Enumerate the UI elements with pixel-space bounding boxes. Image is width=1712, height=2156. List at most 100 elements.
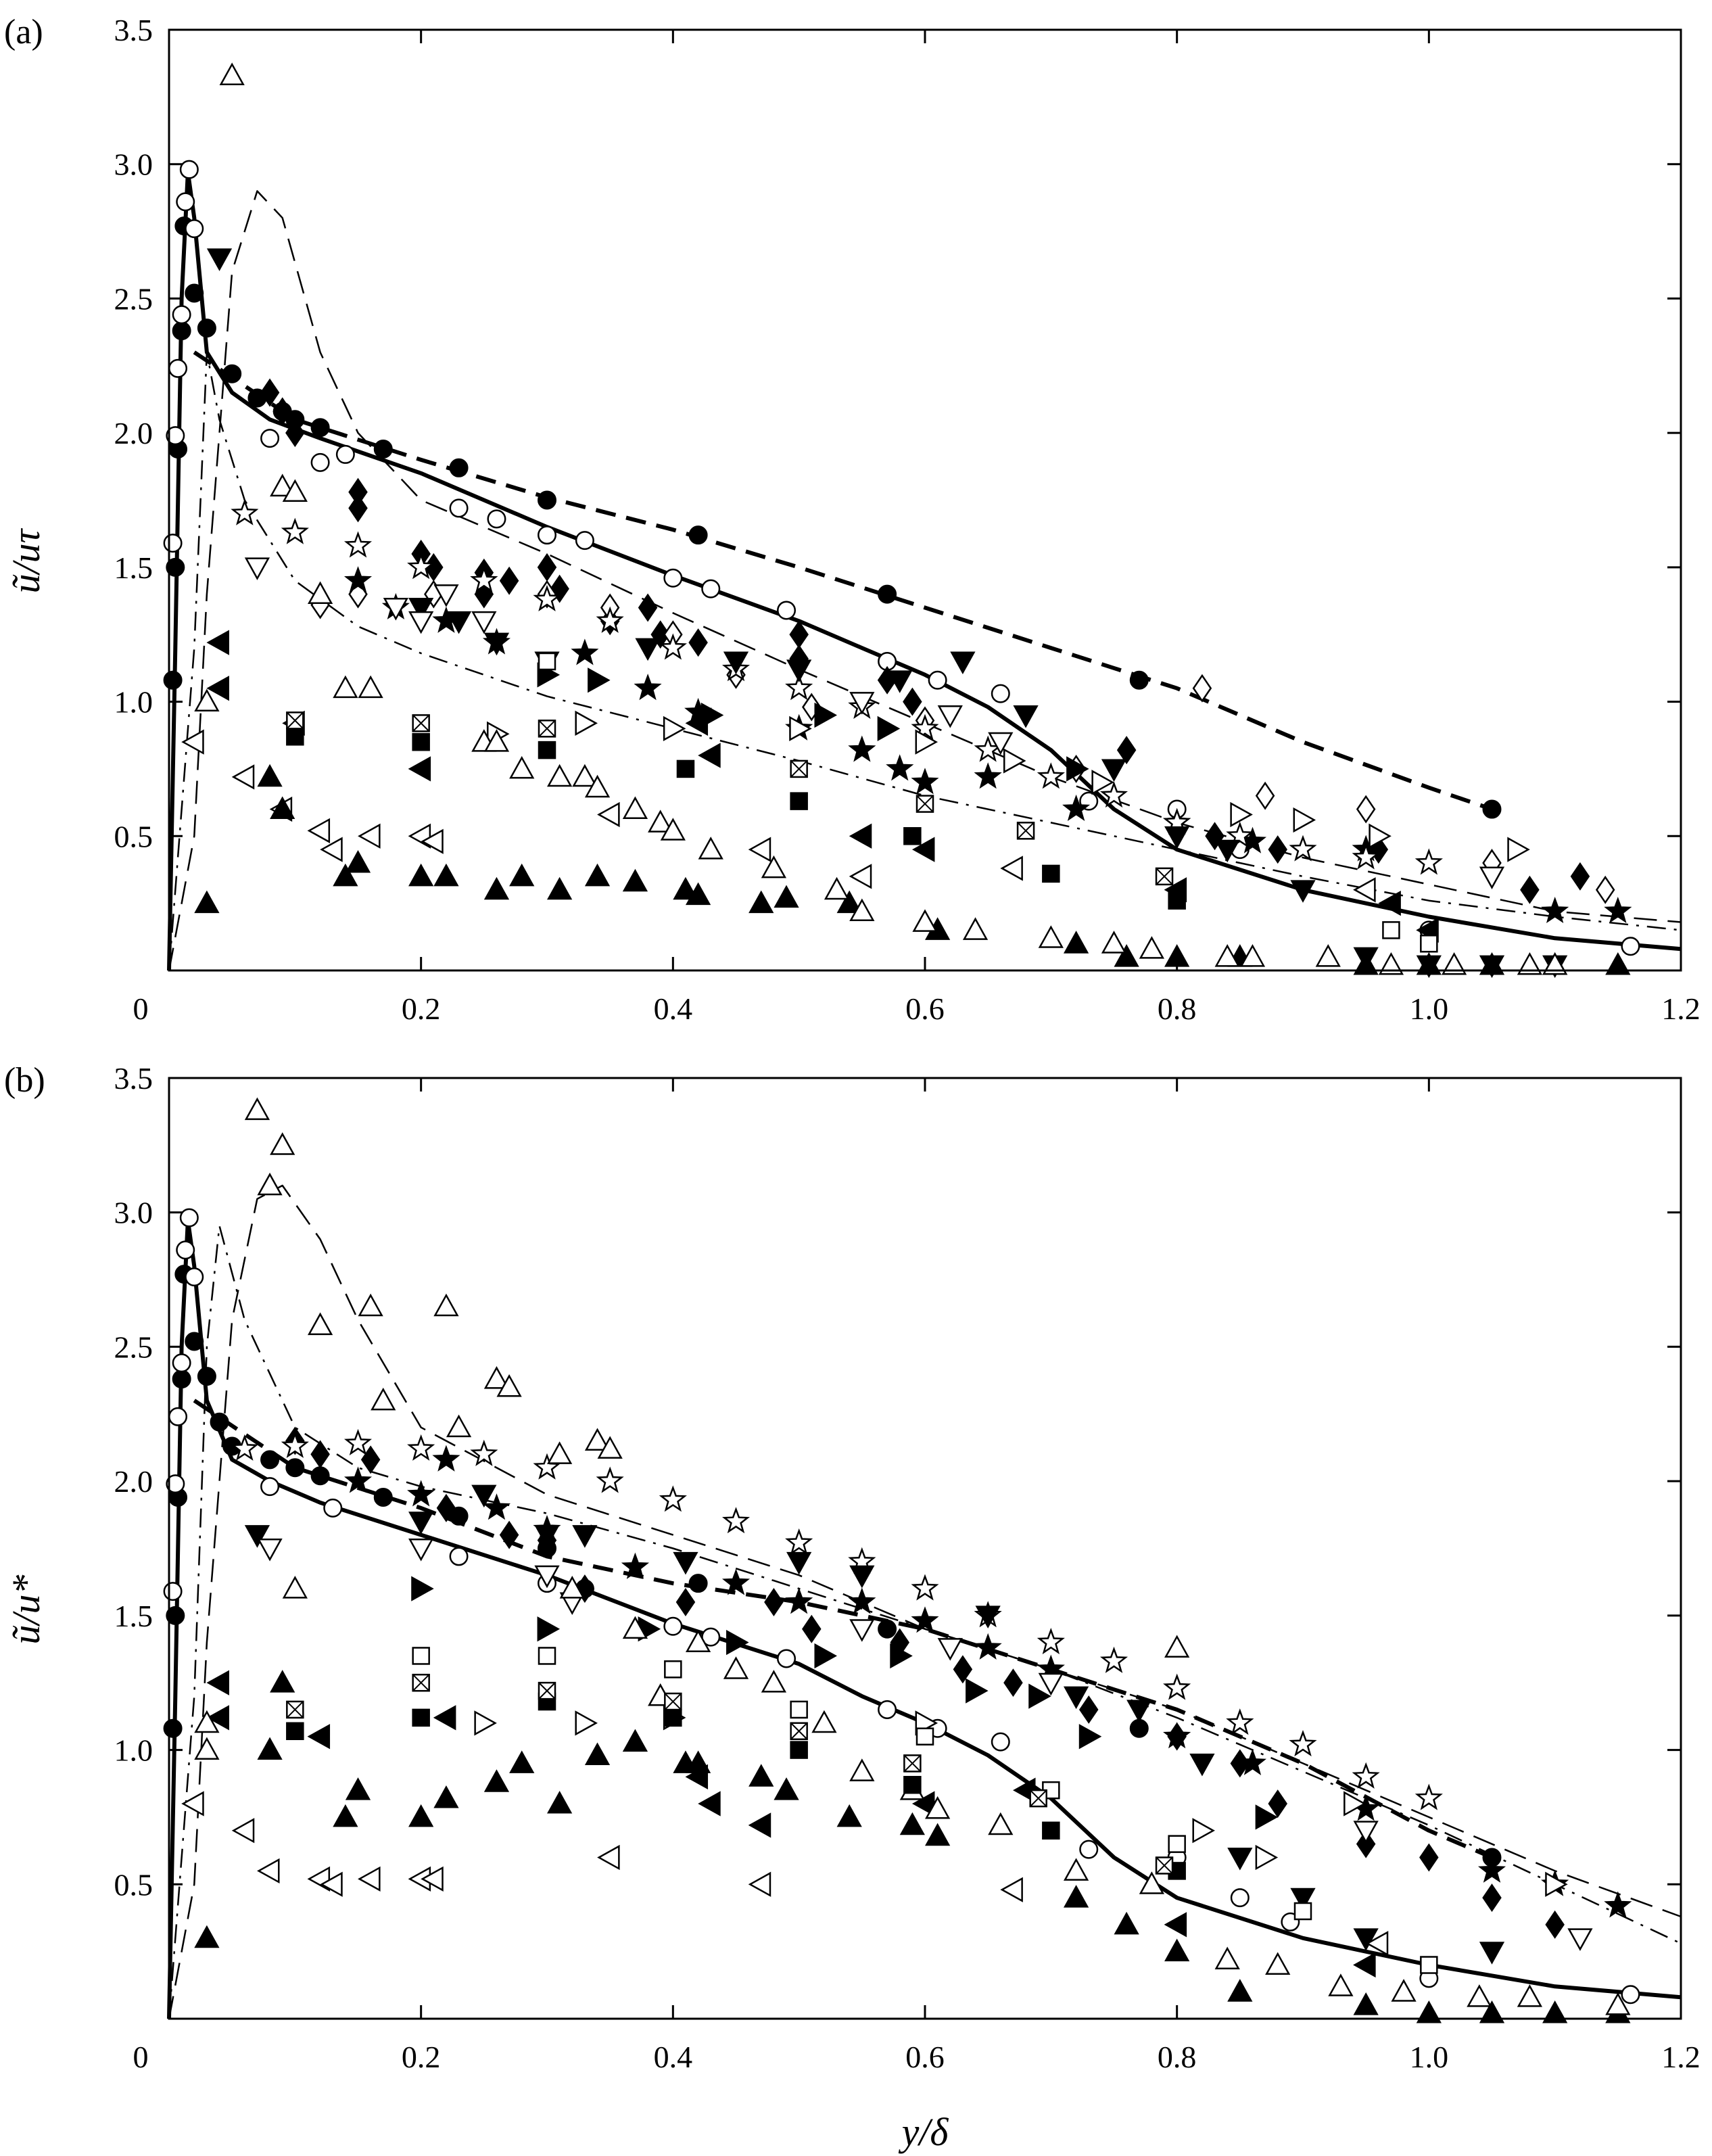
data-point-triangle-left-open xyxy=(597,1844,620,1871)
data-point-triangle-right-open xyxy=(1293,807,1316,833)
data-point-triangle-up-open xyxy=(685,1629,711,1653)
panel-b-frame xyxy=(168,1077,1682,2020)
data-point-triangle-up-filled xyxy=(1164,944,1190,967)
series-square-filled xyxy=(286,727,1186,910)
data-point-triangle-up-filled xyxy=(685,1750,711,1773)
data-point-star-filled xyxy=(785,1587,813,1614)
data-point-triangle-right-open xyxy=(1545,1871,1568,1897)
data-point-diamond-filled xyxy=(1003,1668,1023,1697)
series-star-open xyxy=(231,1428,1443,1810)
data-point-triangle-left-open xyxy=(849,864,872,889)
data-point-square-open xyxy=(790,1700,808,1719)
data-point-diamond-filled xyxy=(1116,736,1137,765)
data-point-square-filled xyxy=(1042,864,1060,883)
data-point-square-crossed xyxy=(1029,1789,1047,1808)
data-point-triangle-down-filled xyxy=(572,1525,598,1548)
data-point-triangle-down-open xyxy=(849,692,875,715)
data-point-triangle-up-filled xyxy=(1353,952,1379,975)
data-point-square-filled xyxy=(412,732,430,751)
data-point-triangle-up-filled xyxy=(194,890,220,914)
data-point-circle-filled xyxy=(210,1412,229,1432)
data-point-triangle-down-filled xyxy=(471,1484,497,1508)
panel-b: (b) ũ/u* y/δ 0 0.2 0.4 0.6 0.8 1.0 1.2 0.5 1.0 1.… xyxy=(4,1061,1701,2154)
series-star-filled xyxy=(343,1445,1632,1918)
data-point-triangle-up-open xyxy=(219,62,245,86)
data-point-circle-filled xyxy=(260,1450,280,1470)
data-point-triangle-left-filled xyxy=(206,630,229,655)
data-point-star-filled xyxy=(343,566,373,593)
data-point-triangle-up-filled xyxy=(1542,2000,1568,2023)
data-point-circle-filled xyxy=(373,439,393,459)
data-point-diamond-filled xyxy=(903,687,922,716)
data-point-diamond-open xyxy=(1255,781,1275,810)
data-point-diamond-filled xyxy=(272,397,292,426)
x-tick-label: 1.2 xyxy=(1661,991,1701,1026)
data-point-circle-open xyxy=(487,509,506,529)
data-point-triangle-down-filled xyxy=(1164,826,1190,849)
series-square-filled xyxy=(286,1692,1186,1880)
data-point-square-open xyxy=(916,1727,934,1745)
data-point-square-crossed xyxy=(412,714,430,732)
x-tick-label: 0.4 xyxy=(654,2040,693,2074)
data-point-triangle-up-filled xyxy=(899,1812,925,1835)
data-point-triangle-up-filled xyxy=(673,876,698,900)
data-point-triangle-down-filled xyxy=(1227,1848,1253,1871)
data-point-star-open xyxy=(1414,848,1443,875)
data-point-triangle-down-filled xyxy=(1214,839,1240,863)
data-point-square-filled xyxy=(903,1775,922,1794)
data-point-triangle-left-open xyxy=(320,1871,343,1897)
data-point-triangle-up-open xyxy=(1139,936,1165,959)
data-point-triangle-down-open xyxy=(471,611,497,634)
panel-b-points xyxy=(163,1097,1640,2023)
data-point-triangle-up-filled xyxy=(584,1742,611,1765)
data-point-triangle-down-filled xyxy=(244,1525,270,1548)
data-point-triangle-up-open xyxy=(1164,1635,1190,1658)
data-point-circle-filled xyxy=(222,364,242,383)
data-point-diamond-filled xyxy=(260,378,280,407)
data-point-circle-open xyxy=(1230,1888,1250,1908)
data-point-square-crossed xyxy=(1155,867,1174,886)
data-point-triangle-left-open xyxy=(748,837,771,862)
data-point-star-open xyxy=(1352,843,1380,870)
data-point-diamond-filled xyxy=(537,553,557,582)
data-point-circle-filled xyxy=(197,319,216,338)
data-point-triangle-down-filled xyxy=(673,1551,698,1575)
data-point-circle-open xyxy=(878,1700,897,1719)
data-point-triangle-right-open xyxy=(575,710,598,736)
data-point-triangle-down-filled xyxy=(849,1565,875,1589)
data-point-triangle-up-filled xyxy=(1416,2000,1442,2023)
data-point-star-open xyxy=(1289,1729,1317,1757)
data-point-triangle-left-open xyxy=(256,1858,280,1884)
data-point-triangle-down-filled xyxy=(950,651,976,675)
data-point-star-filled xyxy=(482,1493,511,1520)
data-point-triangle-down-filled xyxy=(446,611,472,634)
data-point-star-open xyxy=(1037,762,1065,789)
data-point-triangle-up-open xyxy=(912,909,938,932)
data-point-triangle-up-filled xyxy=(345,1777,371,1800)
data-point-triangle-down-filled xyxy=(1126,1700,1152,1723)
data-point-triangle-down-open xyxy=(257,1539,283,1562)
data-point-square-open xyxy=(538,1647,556,1665)
data-point-circle-filled xyxy=(310,418,330,438)
data-point-triangle-down-filled xyxy=(1479,1942,1505,1965)
data-point-triangle-left-open xyxy=(1000,856,1023,881)
data-point-triangle-up-open xyxy=(761,855,787,878)
data-point-triangle-up-filled xyxy=(333,863,358,887)
panel-a: (a) ũ/uτ 0 0.2 0.4 0.6 0.8 1.0 1.2 0.5 1.0 1.5 2.0… xyxy=(4,13,1701,1026)
data-point-circle-filled xyxy=(688,525,708,545)
data-point-triangle-down-filled xyxy=(723,651,749,675)
panel-b-tick-labels: 0 0.2 0.4 0.6 0.8 1.0 1.2 0.5 1.0 1.5 2.0 2.5 3.0 3.5 xyxy=(114,1061,1701,2074)
data-point-circle-filled xyxy=(688,1574,708,1593)
data-point-square-crossed xyxy=(903,1754,922,1773)
data-point-triangle-down-filled xyxy=(1101,759,1127,782)
data-point-triangle-left-open xyxy=(421,1866,444,1892)
data-point-triangle-up-open xyxy=(1441,952,1467,975)
data-point-triangle-left-filled xyxy=(408,756,431,782)
data-point-star-open xyxy=(1163,1673,1191,1700)
data-point-triangle-up-filled xyxy=(433,1785,459,1808)
data-point-triangle-up-filled xyxy=(622,868,648,892)
data-point-square-filled xyxy=(412,1708,430,1727)
data-point-star-open xyxy=(596,1466,624,1493)
data-point-triangle-up-filled xyxy=(547,1790,573,1814)
data-point-diamond-filled xyxy=(499,566,519,595)
